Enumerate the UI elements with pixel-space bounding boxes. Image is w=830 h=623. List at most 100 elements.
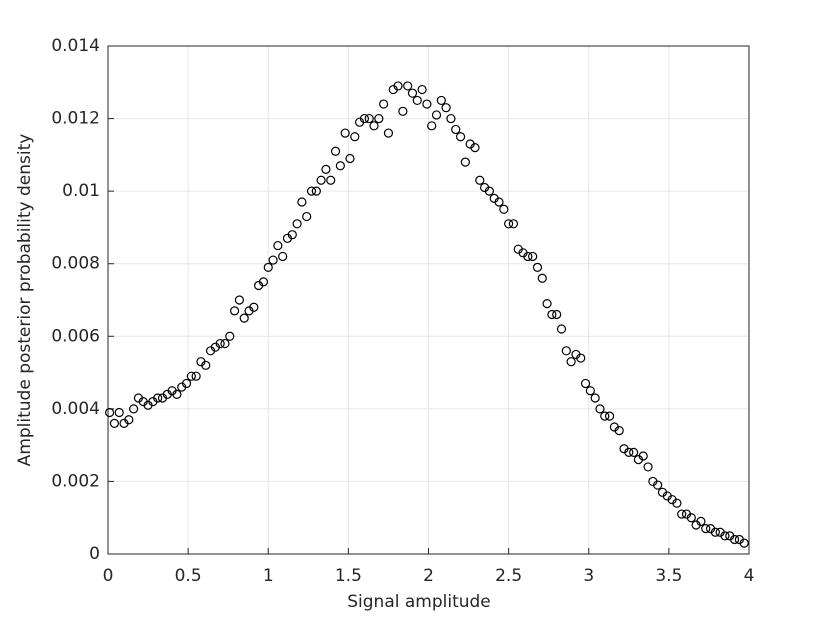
- data-point: [345, 153, 355, 164]
- data-point: [508, 219, 519, 229]
- y-axis-label: Amplitude posterior probability density: [15, 134, 35, 467]
- data-point: [220, 338, 230, 349]
- x-tick-label: 1.5: [335, 566, 362, 586]
- data-point: [590, 393, 600, 403]
- y-tick-label: 0.012: [51, 109, 100, 129]
- data-point: [696, 516, 706, 526]
- data-point: [273, 240, 283, 251]
- data-point: [720, 531, 730, 541]
- y-tick-label: 0.01: [62, 181, 100, 201]
- y-tick-label: 0.002: [51, 471, 100, 491]
- data-point: [412, 95, 422, 106]
- data-point: [604, 411, 615, 421]
- data-point: [258, 277, 269, 287]
- data-point: [455, 132, 466, 142]
- data-point: [561, 346, 571, 356]
- data-point: [297, 197, 307, 207]
- data-point: [499, 204, 509, 214]
- plot-frame: [107, 45, 750, 555]
- data-point: [436, 95, 446, 106]
- data-point: [417, 84, 427, 95]
- data-point: [229, 306, 240, 316]
- data-point: [576, 353, 586, 363]
- x-tick-label: 0.5: [175, 566, 202, 586]
- data-point: [321, 164, 331, 174]
- data-point: [677, 509, 687, 519]
- data-point: [422, 99, 432, 109]
- data-point: [494, 197, 504, 207]
- x-tick-label: 1: [263, 566, 274, 586]
- data-point: [124, 415, 134, 425]
- x-tick-label: 3: [583, 566, 594, 586]
- data-point: [580, 378, 591, 389]
- data-point: [292, 219, 302, 229]
- data-point: [475, 175, 485, 185]
- data-point: [653, 480, 663, 490]
- x-tick-label: 4: [744, 566, 755, 586]
- data-point: [504, 219, 514, 229]
- data-point: [484, 186, 494, 196]
- data-point: [643, 462, 653, 472]
- data-point: [359, 113, 369, 124]
- data-point: [739, 538, 749, 548]
- data-point: [109, 418, 120, 428]
- data-point: [470, 143, 480, 153]
- data-point: [547, 309, 557, 320]
- data-point: [398, 106, 408, 116]
- data-point: [710, 527, 720, 537]
- data-point: [306, 186, 317, 196]
- data-point: [523, 251, 533, 262]
- data-point: [335, 161, 345, 171]
- data-point: [383, 128, 394, 138]
- data-point: [537, 273, 547, 283]
- data-point: [407, 88, 418, 98]
- data-point: [201, 360, 211, 370]
- data-point: [268, 255, 278, 265]
- data-point: [614, 426, 624, 436]
- data-point: [316, 175, 326, 185]
- x-tick-label: 2.5: [495, 566, 522, 586]
- data-point: [451, 124, 461, 135]
- data-point: [638, 451, 648, 461]
- data-point: [393, 81, 403, 91]
- data-point: [528, 251, 538, 262]
- data-point: [330, 146, 341, 156]
- data-point: [446, 113, 456, 124]
- data-point: [595, 404, 605, 414]
- data-point: [186, 371, 196, 381]
- data-point: [427, 121, 437, 131]
- data-point: [153, 393, 163, 403]
- data-point: [225, 331, 235, 341]
- data-point: [114, 407, 124, 418]
- data-point: [532, 262, 543, 272]
- data-point: [129, 404, 139, 414]
- data-point: [431, 110, 442, 120]
- data-point: [542, 299, 552, 309]
- data-point: [215, 338, 225, 349]
- data-point: [181, 378, 192, 389]
- data-point: [302, 211, 312, 222]
- data-point: [600, 411, 610, 421]
- data-point: [729, 534, 740, 545]
- data-point: [311, 186, 321, 196]
- data-point: [374, 113, 384, 124]
- data-point: [191, 371, 201, 381]
- x-tick-label: 3.5: [655, 566, 682, 586]
- data-point: [278, 251, 288, 262]
- data-point: [249, 302, 259, 312]
- data-point: [460, 157, 470, 167]
- x-tick-label: 2: [423, 566, 434, 586]
- data-point: [441, 103, 451, 113]
- data-point: [369, 121, 379, 131]
- data-point: [624, 447, 634, 457]
- y-tick-label: 0.014: [51, 36, 100, 56]
- data-point: [379, 99, 389, 109]
- data-point: [239, 313, 249, 323]
- data-point: [556, 324, 567, 334]
- data-point: [287, 230, 297, 240]
- data-point: [701, 523, 711, 534]
- data-point: [350, 132, 360, 142]
- y-tick-label: 0.008: [51, 254, 100, 274]
